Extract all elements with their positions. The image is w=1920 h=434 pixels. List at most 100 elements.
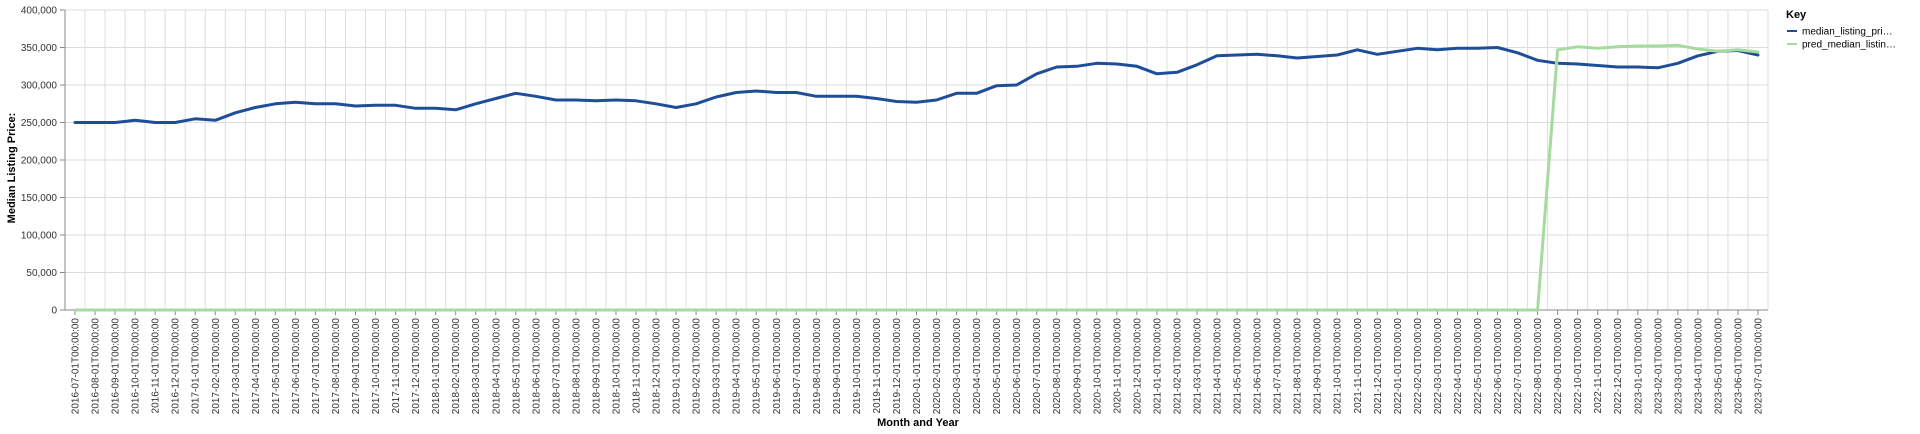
y-tick-label: 200,000 bbox=[21, 156, 58, 167]
x-tick-label: 2021-10-01T00:00:00 bbox=[1333, 318, 1344, 415]
x-tick-label: 2017-03-01T00:00:00 bbox=[231, 318, 242, 415]
x-tick-label: 2018-03-01T00:00:00 bbox=[471, 318, 482, 415]
x-tick-label: 2021-05-01T00:00:00 bbox=[1233, 318, 1244, 415]
x-tick-label: 2018-11-01T00:00:00 bbox=[632, 318, 643, 414]
x-tick-label: 2017-01-01T00:00:00 bbox=[191, 318, 202, 415]
x-tick-label: 2022-12-01T00:00:00 bbox=[1613, 318, 1624, 415]
x-tick-label: 2021-08-01T00:00:00 bbox=[1293, 318, 1304, 415]
x-tick-label: 2020-12-01T00:00:00 bbox=[1132, 318, 1143, 415]
x-tick-label: 2018-02-01T00:00:00 bbox=[451, 318, 462, 415]
legend-label-1: median_listing_pri… bbox=[1802, 27, 1893, 38]
x-tick-label: 2022-05-01T00:00:00 bbox=[1473, 318, 1484, 415]
x-tick-label: 2016-12-01T00:00:00 bbox=[171, 318, 182, 415]
x-tick-label: 2019-08-01T00:00:00 bbox=[812, 318, 823, 415]
legend: Key median_listing_pri… pred_median_listi… bbox=[1786, 9, 1896, 51]
x-tick-label: 2018-05-01T00:00:00 bbox=[511, 318, 522, 415]
x-tick-label: 2020-04-01T00:00:00 bbox=[972, 318, 983, 415]
x-tick-label: 2021-02-01T00:00:00 bbox=[1172, 318, 1183, 415]
x-axis-title: Month and Year bbox=[877, 417, 959, 429]
x-tick-label: 2019-05-01T00:00:00 bbox=[752, 318, 763, 415]
x-tick-label: 2021-07-01T00:00:00 bbox=[1273, 318, 1284, 415]
x-tick-label: 2022-04-01T00:00:00 bbox=[1453, 318, 1464, 415]
x-tick-label: 2021-09-01T00:00:00 bbox=[1313, 318, 1324, 415]
x-tick-label: 2018-04-01T00:00:00 bbox=[491, 318, 502, 415]
grid-lines bbox=[64, 9, 1769, 311]
x-tick-label: 2022-11-01T00:00:00 bbox=[1593, 318, 1604, 414]
x-tick-label: 2019-04-01T00:00:00 bbox=[732, 318, 743, 415]
series-line-1 bbox=[73, 46, 1760, 124]
x-tick-label: 2018-07-01T00:00:00 bbox=[551, 318, 562, 415]
x-tick-label: 2019-09-01T00:00:00 bbox=[832, 318, 843, 415]
x-tick-label: 2021-04-01T00:00:00 bbox=[1213, 318, 1224, 415]
x-tick-label: 2021-12-01T00:00:00 bbox=[1373, 318, 1384, 415]
x-tick-label: 2022-09-01T00:00:00 bbox=[1553, 318, 1564, 415]
x-tick-label: 2020-07-01T00:00:00 bbox=[1032, 318, 1043, 415]
x-tick-label: 2017-05-01T00:00:00 bbox=[271, 318, 282, 415]
x-tick-label: 2017-11-01T00:00:00 bbox=[391, 318, 402, 414]
y-tick-label: 150,000 bbox=[21, 193, 58, 204]
x-tick-label: 2019-07-01T00:00:00 bbox=[792, 318, 803, 415]
y-axis: 0 50,000 100,000 150,000 200,000 250,000 300,0… bbox=[21, 6, 66, 317]
y-tick-label: 250,000 bbox=[21, 118, 58, 129]
x-tick-label: 2023-03-01T00:00:00 bbox=[1673, 318, 1684, 415]
x-tick-label: 2021-11-01T00:00:00 bbox=[1353, 318, 1364, 414]
x-tick-label: 2017-10-01T00:00:00 bbox=[371, 318, 382, 415]
x-tick-label: 2016-09-01T00:00:00 bbox=[111, 318, 122, 415]
x-tick-label: 2023-01-01T00:00:00 bbox=[1633, 318, 1644, 415]
x-tick-label: 2021-01-01T00:00:00 bbox=[1152, 318, 1163, 415]
x-tick-label: 2017-04-01T00:00:00 bbox=[251, 318, 262, 415]
x-tick-label: 2022-01-01T00:00:00 bbox=[1393, 318, 1404, 415]
y-tick-label: 350,000 bbox=[21, 43, 58, 54]
x-axis: 2016-07-01T00:00:00 2016-08-01T00:00:00 20… bbox=[65, 309, 1768, 415]
x-tick-label: 2023-07-01T00:00:00 bbox=[1753, 318, 1764, 415]
x-tick-label: 2019-01-01T00:00:00 bbox=[672, 318, 683, 415]
x-tick-label: 2021-06-01T00:00:00 bbox=[1253, 318, 1264, 415]
x-tick-label: 2021-03-01T00:00:00 bbox=[1192, 318, 1203, 415]
x-tick-label: 2017-02-01T00:00:00 bbox=[211, 318, 222, 415]
x-tick-label: 2020-08-01T00:00:00 bbox=[1052, 318, 1063, 415]
x-tick-label: 2017-12-01T00:00:00 bbox=[411, 318, 422, 415]
x-tick-label: 2018-12-01T00:00:00 bbox=[652, 318, 663, 415]
x-tick-label: 2020-10-01T00:00:00 bbox=[1092, 318, 1103, 415]
x-tick-label: 2016-07-01T00:00:00 bbox=[71, 318, 82, 415]
x-tick-label: 2018-08-01T00:00:00 bbox=[571, 318, 582, 415]
x-tick-label: 2019-02-01T00:00:00 bbox=[692, 318, 703, 415]
x-tick-label: 2023-04-01T00:00:00 bbox=[1693, 318, 1704, 415]
x-tick-label: 2023-06-01T00:00:00 bbox=[1733, 318, 1744, 415]
series-line-2 bbox=[73, 43, 1760, 312]
x-tick-label: 2022-08-01T00:00:00 bbox=[1533, 318, 1544, 415]
y-tick-label: 0 bbox=[51, 306, 57, 317]
x-tick-label: 2020-11-01T00:00:00 bbox=[1112, 318, 1123, 414]
x-tick-label: 2022-02-01T00:00:00 bbox=[1413, 318, 1424, 415]
x-tick-label: 2022-03-01T00:00:00 bbox=[1433, 318, 1444, 415]
x-tick-label: 2020-02-01T00:00:00 bbox=[932, 318, 943, 415]
y-tick-label: 50,000 bbox=[26, 268, 57, 279]
x-tick-label: 2019-06-01T00:00:00 bbox=[772, 318, 783, 415]
legend-title: Key bbox=[1786, 9, 1807, 21]
x-tick-label: 2017-08-01T00:00:00 bbox=[331, 318, 342, 415]
x-tick-label: 2022-10-01T00:00:00 bbox=[1573, 318, 1584, 415]
y-axis-title: Median Listing Price: bbox=[6, 113, 18, 224]
x-tick-label: 2016-11-01T00:00:00 bbox=[151, 318, 162, 414]
x-tick-label: 2019-11-01T00:00:00 bbox=[872, 318, 883, 414]
x-tick-label: 2020-03-01T00:00:00 bbox=[952, 318, 963, 415]
x-tick-label: 2020-09-01T00:00:00 bbox=[1072, 318, 1083, 415]
x-tick-label: 2018-09-01T00:00:00 bbox=[591, 318, 602, 415]
y-tick-label: 400,000 bbox=[21, 6, 58, 17]
x-tick-label: 2018-06-01T00:00:00 bbox=[531, 318, 542, 415]
x-tick-label: 2016-10-01T00:00:00 bbox=[131, 318, 142, 415]
legend-label-2: pred_median_listin… bbox=[1802, 40, 1896, 51]
x-tick-label: 2020-05-01T00:00:00 bbox=[992, 318, 1003, 415]
y-tick-label: 300,000 bbox=[21, 81, 58, 92]
x-tick-label: 2018-01-01T00:00:00 bbox=[431, 318, 442, 415]
x-tick-label: 2017-06-01T00:00:00 bbox=[291, 318, 302, 415]
x-tick-label: 2016-08-01T00:00:00 bbox=[91, 318, 102, 415]
x-tick-label: 2019-12-01T00:00:00 bbox=[892, 318, 903, 415]
x-tick-label: 2017-09-01T00:00:00 bbox=[351, 318, 362, 415]
x-tick-label: 2017-07-01T00:00:00 bbox=[311, 318, 322, 415]
x-tick-label: 2022-07-01T00:00:00 bbox=[1513, 318, 1524, 415]
x-tick-label: 2023-02-01T00:00:00 bbox=[1653, 318, 1664, 415]
x-tick-label: 2018-10-01T00:00:00 bbox=[611, 318, 622, 415]
x-tick-label: 2022-06-01T00:00:00 bbox=[1493, 318, 1504, 415]
